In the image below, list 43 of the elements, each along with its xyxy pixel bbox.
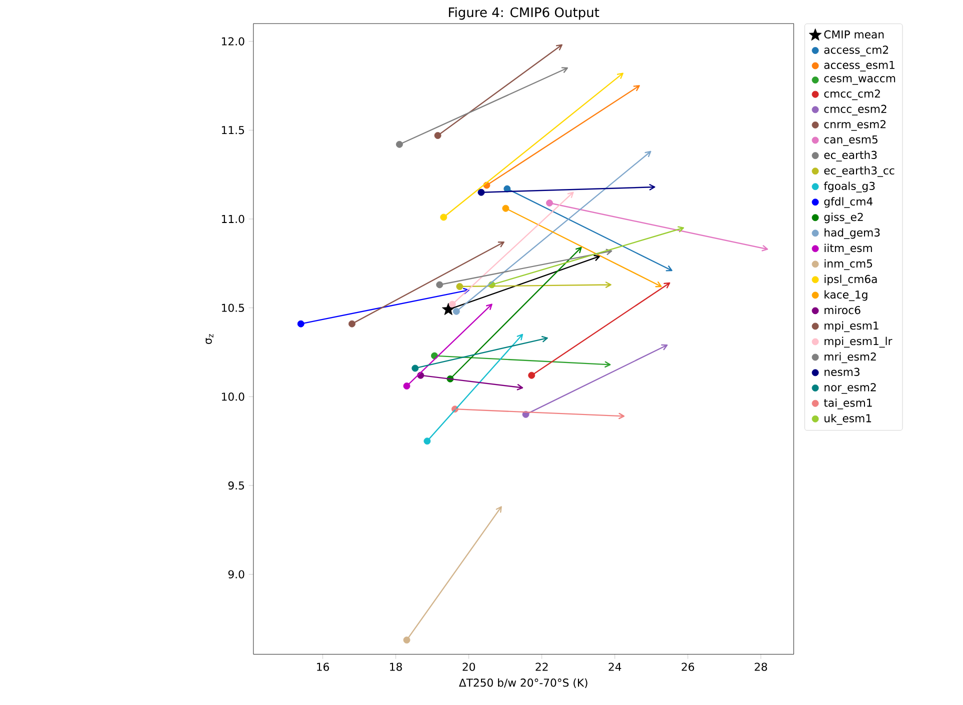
y-tick-label: 10.5	[222, 304, 244, 312]
y-axis-title: σ$_{z}$	[206, 334, 214, 344]
legend-label: uk_esm1	[824, 414, 872, 425]
legend-label: miroc6	[824, 306, 860, 314]
y-tick-label: 9.0	[228, 570, 244, 579]
x-tick-label: 18	[390, 662, 402, 672]
y-tick-label: 12.0	[222, 37, 244, 46]
x-tick-label: 20	[462, 662, 475, 672]
x-tick-label: 28	[754, 662, 768, 672]
legend-label: access_cm2	[824, 46, 888, 56]
legend-label: cmcc_esm2	[824, 104, 886, 116]
legend-label: cmcc_cm2	[824, 90, 880, 100]
legend-label: can_esm5	[824, 136, 878, 146]
legend-label: tai_esm1	[824, 398, 872, 410]
y-tick-label: 11.0	[222, 215, 244, 224]
x-axis-title: ΔT250 b/w 20°-70°S (K)	[458, 678, 588, 688]
legend-label: CMIP mean	[824, 30, 884, 39]
legend-label: ipsl_cm6a	[824, 274, 877, 286]
legend-label: iitm_esm	[824, 244, 872, 255]
legend-label: nor_esm2	[824, 383, 876, 394]
y-tick-label: 10.0	[222, 392, 244, 401]
legend-label: kace_1g	[824, 290, 868, 302]
legend-label: had_gem3	[824, 228, 880, 240]
x-tick-label: 24	[608, 662, 622, 671]
legend-label: giss_e2	[824, 212, 863, 224]
legend-label: mpi_esm1	[824, 321, 878, 332]
legend-label: mri_esm2	[824, 352, 876, 364]
legend-label: ec_earth3	[824, 150, 877, 162]
legend-label: access_esm1	[824, 61, 894, 72]
y-tick-label: 9.5	[228, 482, 244, 490]
legend-label: cesm_waccm	[824, 76, 896, 85]
legend-label: cnrm_esm2	[824, 120, 886, 131]
legend-label: inm_cm5	[824, 259, 872, 270]
legend-label: ec_earth3_cc	[824, 166, 894, 178]
chart-title: Figure 4: CMIP6 Output	[448, 7, 600, 20]
legend-label: gfdl_cm4	[824, 197, 873, 208]
legend-label: mpi_esm1_lr	[824, 336, 892, 348]
y-tick-label: 11.5	[222, 126, 244, 134]
legend-label: fgoals_g3	[824, 182, 875, 193]
x-tick-label: 16	[317, 662, 329, 672]
legend-label: nesm3	[824, 368, 860, 376]
x-tick-label: 22	[536, 662, 548, 671]
x-tick-label: 26	[682, 662, 694, 672]
